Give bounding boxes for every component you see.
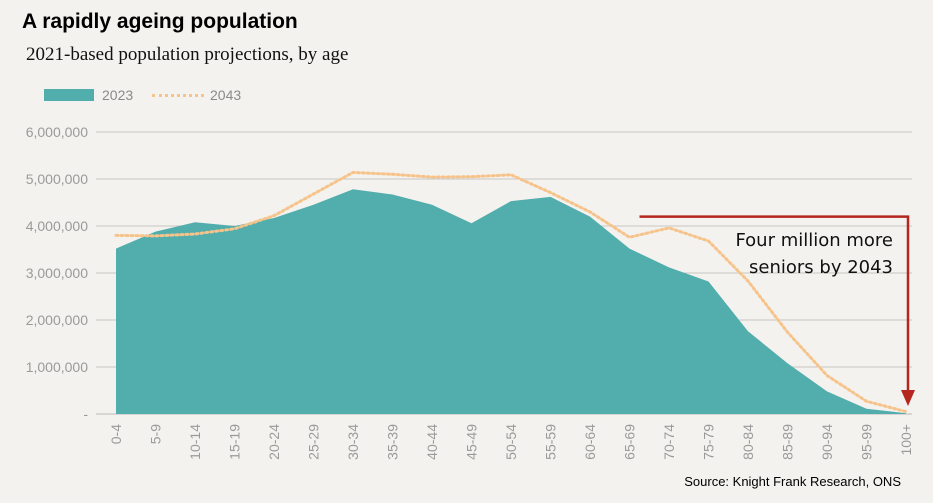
x-tick-label: 65-69 — [622, 424, 638, 460]
y-tick-label: 1,000,000 — [26, 359, 88, 375]
legend-label-2043: 2043 — [210, 87, 242, 103]
y-tick-label: 6,000,000 — [26, 124, 88, 140]
x-tick-label: 0-4 — [108, 424, 124, 444]
x-tick-label: 50-54 — [503, 424, 519, 460]
x-tick-label: 5-9 — [148, 424, 164, 444]
x-tick-label: 15-19 — [227, 424, 243, 460]
source-note: Source: Knight Frank Research, ONS — [684, 474, 901, 489]
chart-subtitle: 2021-based population projections, by ag… — [26, 44, 349, 65]
chart-title: A rapidly ageing population — [22, 10, 298, 33]
x-tick-label: 30-34 — [345, 424, 361, 460]
x-tick-label: 70-74 — [661, 424, 677, 460]
x-tick-label: 45-49 — [464, 424, 480, 460]
x-tick-label: 95-99 — [859, 424, 875, 460]
x-tick-label: 90-94 — [819, 424, 835, 460]
x-tick-label: 10-14 — [187, 424, 203, 460]
x-tick-label: 25-29 — [306, 424, 322, 460]
y-tick-label: 2,000,000 — [26, 312, 88, 328]
y-tick-label: - — [83, 406, 88, 422]
x-tick-label: 55-59 — [543, 424, 559, 460]
series-2043-line — [114, 170, 908, 414]
annotation-text: Four million more — [735, 230, 893, 251]
legend-swatch-2023 — [44, 89, 94, 101]
y-tick-label: 4,000,000 — [26, 218, 88, 234]
series-2023-area — [116, 189, 906, 414]
x-tick-label: 35-39 — [385, 424, 401, 460]
annotation-arrowhead — [901, 390, 915, 406]
x-tick-label: 40-44 — [424, 424, 440, 460]
x-tick-label: 80-84 — [740, 424, 756, 460]
x-tick-label: 85-89 — [780, 424, 796, 460]
annotation-arrow-line — [639, 215, 910, 392]
legend-label-2023: 2023 — [102, 87, 134, 103]
x-tick-label: 20-24 — [266, 424, 282, 460]
annotation-text: seniors by 2043 — [749, 257, 893, 278]
x-tick-label: 60-64 — [582, 424, 598, 460]
x-tick-label: 75-79 — [701, 424, 717, 460]
y-tick-label: 5,000,000 — [26, 171, 88, 187]
x-tick-label: 100+ — [898, 424, 914, 456]
y-tick-label: 3,000,000 — [26, 265, 88, 281]
legend-swatch-2043 — [152, 94, 204, 97]
